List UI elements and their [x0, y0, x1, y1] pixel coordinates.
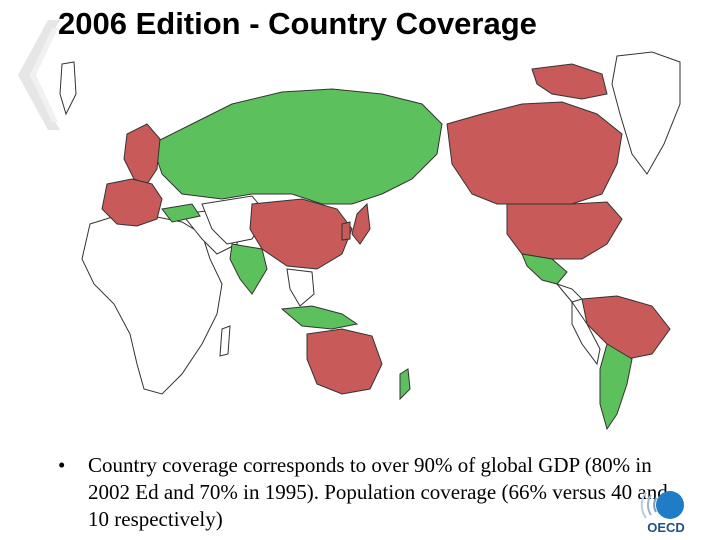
africa-shape [81, 213, 223, 395]
oecd-logo: OECD [640, 488, 692, 535]
india-shape [229, 243, 268, 295]
new-zealand-shape [399, 368, 411, 401]
world-coverage-map [52, 44, 682, 434]
usa-shape [506, 201, 623, 260]
southeast-asia-shape [286, 268, 315, 307]
russia-shape [151, 88, 443, 205]
canada-islands-shape [531, 63, 608, 100]
europe-shape [101, 178, 163, 227]
slide-title: 2006 Edition - Country Coverage [58, 6, 537, 41]
indonesia-shape [280, 305, 359, 330]
bullet-text: Country coverage corresponds to over 90%… [88, 453, 668, 531]
greenland-shape [611, 51, 681, 175]
australia-shape [306, 328, 383, 395]
central-asia-shape [201, 195, 268, 245]
argentina-shape [599, 343, 633, 431]
alaska-west-shape [59, 61, 77, 116]
andes-shape [571, 300, 601, 366]
madagascar-shape [219, 325, 231, 357]
scandinavia-shape [123, 123, 161, 185]
canada-shape [446, 101, 623, 205]
central-america-shape [555, 282, 583, 303]
brazil-shape [581, 295, 671, 360]
japan-shape [351, 202, 371, 245]
decorative-chevron [18, 20, 60, 130]
china-shape [249, 198, 353, 270]
oecd-logo-text: OECD [647, 520, 685, 534]
bullet-marker: • [58, 453, 66, 477]
turkey-shape [161, 203, 201, 223]
korea-shape [341, 221, 351, 241]
